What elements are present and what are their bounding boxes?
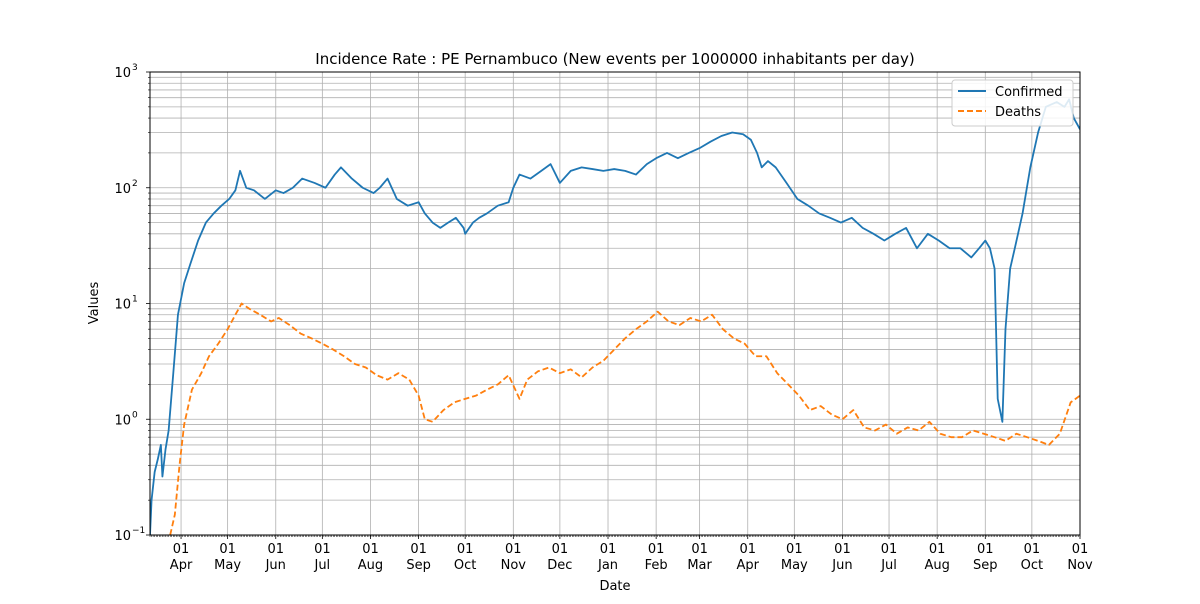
x-tick-day-label: 01 [739, 542, 756, 557]
y-tick-label: 10 [114, 66, 131, 81]
legend-confirmed-label: Confirmed [995, 85, 1063, 100]
x-tick-day-label: 01 [834, 542, 851, 557]
x-tick-month-label: Feb [645, 558, 668, 573]
y-tick-exponent: 0 [132, 410, 138, 420]
x-tick-month-label: May [214, 558, 241, 573]
y-axis-label: Values [87, 282, 102, 325]
x-tick-day-label: 01 [505, 542, 522, 557]
series-line-confirmed [150, 98, 1080, 535]
y-tick-exponent: 1 [132, 295, 138, 305]
y-tick-exponent: −1 [132, 526, 145, 536]
x-tick-month-label: Nov [1067, 558, 1093, 573]
y-tick-exponent: 3 [132, 63, 138, 73]
x-tick-month-label: Jan [597, 558, 618, 573]
x-tick-day-label: 01 [929, 542, 946, 557]
x-tick-day-label: 01 [691, 542, 708, 557]
x-tick-day-label: 01 [881, 542, 898, 557]
x-tick-month-label: Sep [406, 558, 431, 573]
x-tick-day-label: 01 [552, 542, 569, 557]
y-tick-label: 10 [114, 413, 131, 428]
x-tick-month-label: May [781, 558, 808, 573]
x-tick-month-label: Aug [924, 558, 949, 573]
y-tick-label: 10 [114, 298, 131, 313]
x-tick-month-label: Nov [501, 558, 527, 573]
x-axis: 01Apr01May01Jun01Jul01Aug01Sep01Oct01Nov… [149, 535, 1093, 573]
x-tick-month-label: Sep [973, 558, 998, 573]
x-tick-month-label: Oct [454, 558, 476, 573]
x-tick-month-label: Apr [736, 558, 759, 573]
x-tick-month-label: Oct [1021, 558, 1043, 573]
x-tick-day-label: 01 [410, 542, 427, 557]
x-tick-month-label: Aug [358, 558, 383, 573]
x-tick-month-label: Apr [170, 558, 193, 573]
x-tick-day-label: 01 [362, 542, 379, 557]
x-tick-month-label: Jul [313, 558, 330, 573]
x-tick-day-label: 01 [1024, 542, 1041, 557]
legend: Confirmed Deaths [951, 79, 1074, 127]
chart-title: Incidence Rate : PE Pernambuco (New even… [315, 50, 914, 68]
x-tick-day-label: 01 [786, 542, 803, 557]
x-axis-label: Date [599, 579, 630, 594]
x-tick-month-label: Jul [880, 558, 897, 573]
y-tick-exponent: 2 [132, 179, 138, 189]
x-tick-day-label: 01 [173, 542, 190, 557]
y-tick-label: 10 [114, 182, 131, 197]
x-tick-day-label: 01 [314, 542, 331, 557]
x-tick-month-label: Jun [265, 558, 286, 573]
x-tick-day-label: 01 [977, 542, 994, 557]
x-tick-day-label: 01 [267, 542, 284, 557]
x-tick-day-label: 01 [600, 542, 617, 557]
legend-deaths-label: Deaths [995, 105, 1041, 120]
x-tick-month-label: Jun [831, 558, 852, 573]
x-tick-day-label: 01 [648, 542, 665, 557]
x-tick-day-label: 01 [219, 542, 236, 557]
series-layer [150, 98, 1080, 535]
x-tick-day-label: 01 [1072, 542, 1089, 557]
x-tick-day-label: 01 [457, 542, 474, 557]
grid-minor [150, 76, 1080, 501]
y-tick-label: 10 [114, 529, 131, 544]
x-tick-month-label: Mar [687, 558, 712, 573]
series-line-deaths [169, 302, 1080, 535]
x-tick-month-label: Dec [547, 558, 572, 573]
